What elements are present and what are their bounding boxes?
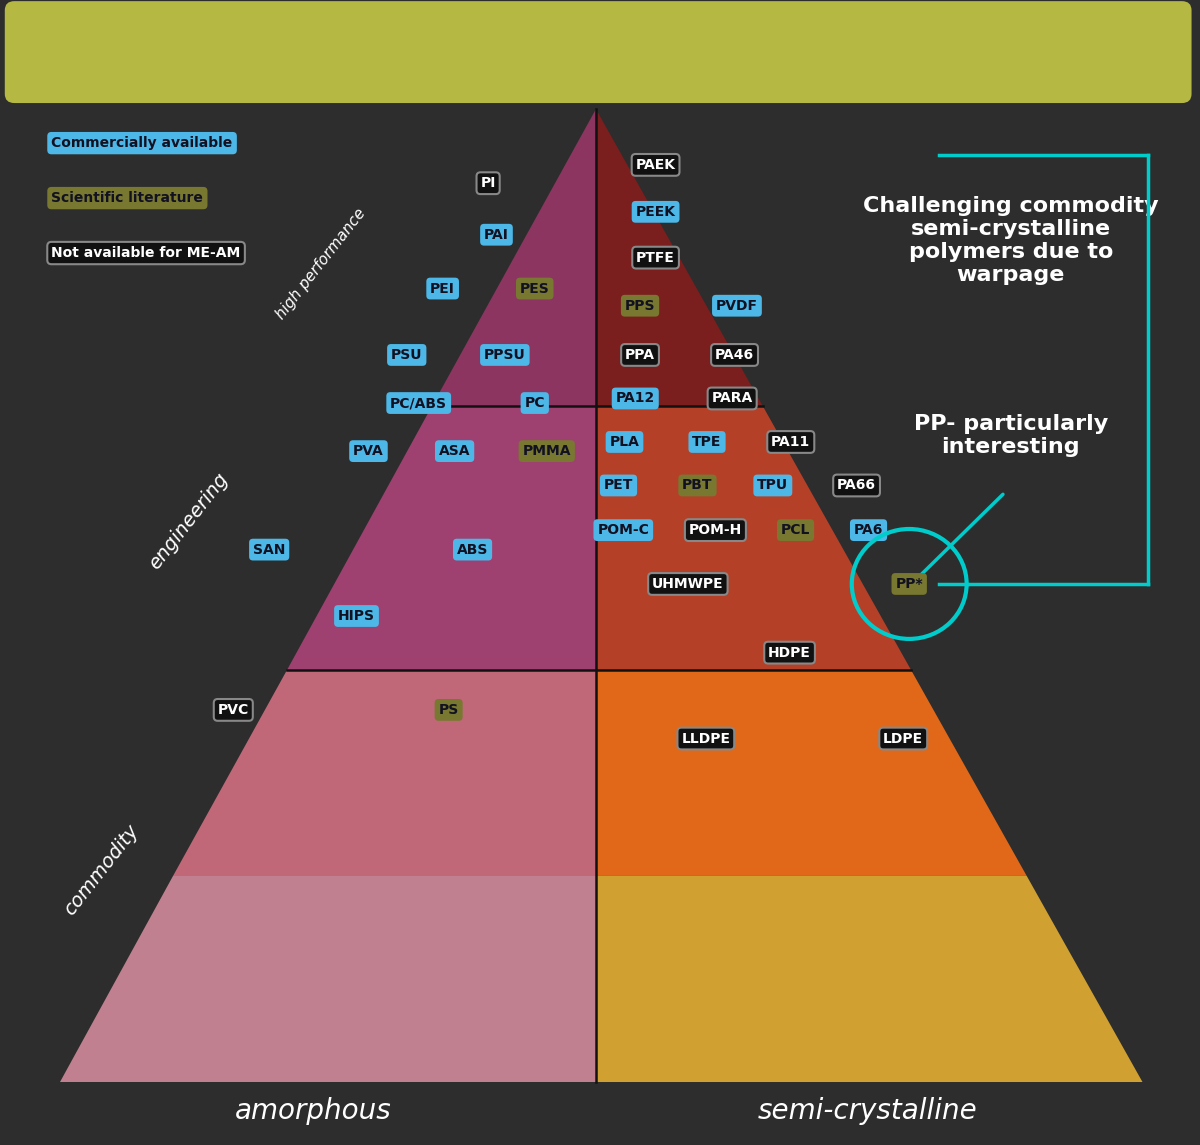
- Text: PAEK: PAEK: [636, 158, 676, 172]
- Text: PARA: PARA: [712, 392, 752, 405]
- Polygon shape: [595, 109, 763, 406]
- Text: ASA: ASA: [439, 444, 470, 458]
- Text: Not available for ME-AM: Not available for ME-AM: [52, 246, 241, 260]
- Text: PVC: PVC: [217, 703, 248, 717]
- Text: PPA: PPA: [625, 348, 655, 362]
- Text: PPS: PPS: [625, 299, 655, 313]
- Text: LLDPE: LLDPE: [682, 732, 731, 745]
- Text: PA6: PA6: [854, 523, 883, 537]
- FancyBboxPatch shape: [5, 1, 1192, 103]
- Text: UHMWPE: UHMWPE: [652, 577, 724, 591]
- Text: Scientific literature: Scientific literature: [52, 191, 203, 205]
- Text: TPU: TPU: [757, 479, 788, 492]
- Text: PI: PI: [480, 176, 496, 190]
- Polygon shape: [595, 670, 1027, 876]
- Text: HIPS: HIPS: [338, 609, 376, 623]
- Text: ABS: ABS: [457, 543, 488, 556]
- Text: PA46: PA46: [715, 348, 754, 362]
- Text: PVA: PVA: [353, 444, 384, 458]
- Text: commodity: commodity: [60, 821, 143, 919]
- Polygon shape: [432, 109, 595, 406]
- Polygon shape: [60, 876, 595, 1082]
- Text: PSU: PSU: [391, 348, 422, 362]
- Text: TPE: TPE: [692, 435, 721, 449]
- Text: LDPE: LDPE: [883, 732, 923, 745]
- Text: PC/ABS: PC/ABS: [390, 396, 448, 410]
- Text: PLA: PLA: [610, 435, 640, 449]
- Polygon shape: [287, 406, 595, 670]
- Text: PVDF: PVDF: [716, 299, 758, 313]
- Text: PP- particularly
interesting: PP- particularly interesting: [913, 413, 1108, 457]
- Polygon shape: [173, 670, 595, 876]
- Text: Challenging commodity
semi-crystalline
polymers due to
warpage: Challenging commodity semi-crystalline p…: [863, 196, 1159, 285]
- Text: PC: PC: [524, 396, 545, 410]
- Text: POM-C: POM-C: [598, 523, 649, 537]
- Text: PA11: PA11: [772, 435, 810, 449]
- Text: PBT: PBT: [683, 479, 713, 492]
- Polygon shape: [595, 876, 1142, 1082]
- Text: SAN: SAN: [253, 543, 286, 556]
- Text: PES: PES: [520, 282, 550, 295]
- Text: HDPE: HDPE: [768, 646, 811, 660]
- Text: PA66: PA66: [838, 479, 876, 492]
- Text: engineering: engineering: [145, 469, 233, 572]
- Text: PAI: PAI: [484, 228, 509, 242]
- Text: PMMA: PMMA: [522, 444, 571, 458]
- Text: PEI: PEI: [431, 282, 455, 295]
- Text: PTFE: PTFE: [636, 251, 676, 264]
- Text: PP*: PP*: [895, 577, 923, 591]
- Text: amorphous: amorphous: [235, 1097, 392, 1124]
- Text: POM-H: POM-H: [689, 523, 742, 537]
- Text: Commercially available: Commercially available: [52, 136, 233, 150]
- Text: high performance: high performance: [272, 205, 368, 322]
- Text: PA12: PA12: [616, 392, 655, 405]
- Text: PPSU: PPSU: [484, 348, 526, 362]
- Text: PCL: PCL: [781, 523, 810, 537]
- Text: PEEK: PEEK: [636, 205, 676, 219]
- Text: PET: PET: [604, 479, 634, 492]
- Text: Material overview for extrusion-based AM: Material overview for extrusion-based AM: [154, 33, 1043, 70]
- Text: semi-crystalline: semi-crystalline: [757, 1097, 977, 1124]
- Text: PS: PS: [438, 703, 458, 717]
- Polygon shape: [595, 406, 911, 670]
